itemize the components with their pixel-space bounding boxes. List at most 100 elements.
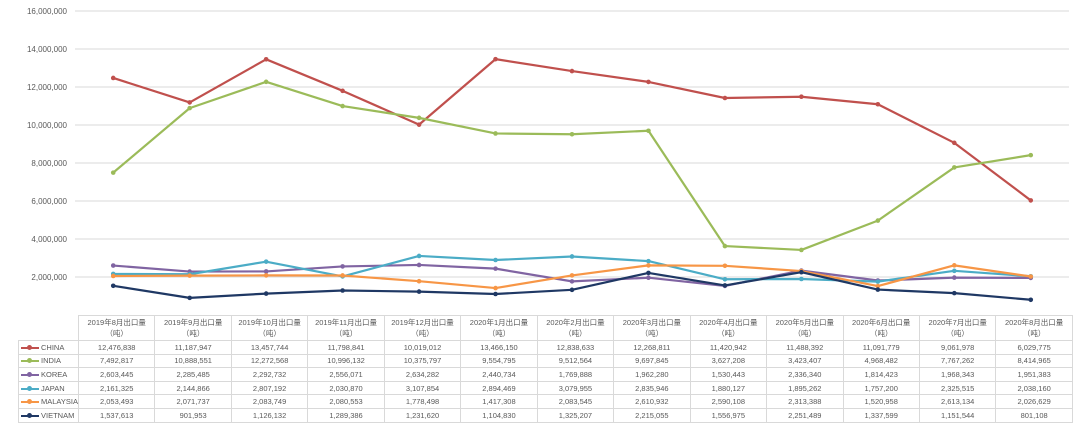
legend-key-icon: [21, 344, 39, 350]
data-label: 9,061,978: [918, 340, 997, 355]
y-tick-label: 2,000,000: [31, 273, 67, 282]
data-point-india: [875, 218, 881, 223]
data-label: 2,807,192: [230, 380, 309, 396]
data-label: 13,466,150: [460, 340, 538, 355]
data-label: 1,126,132: [230, 407, 309, 423]
data-label: 12,272,568: [230, 353, 309, 369]
category-label: 2020年3月出口量: [622, 318, 682, 327]
data-label: 9,697,845: [613, 353, 691, 369]
data-point-india: [416, 115, 422, 121]
data-point-korea: [416, 262, 422, 268]
data-point-malaysia: [952, 263, 957, 268]
data-label: 2,030,870: [307, 380, 385, 396]
series-name: INDIA: [41, 356, 62, 366]
data-label: 2,313,388: [766, 394, 844, 409]
category-label: 2020年8月出口量: [1004, 318, 1064, 327]
data-label: 12,268,811: [613, 340, 691, 355]
data-label: 2,215,055: [613, 407, 691, 423]
series-name: MALAYSIA: [41, 397, 78, 407]
data-label: 7,767,262: [918, 353, 997, 369]
table-row: VIETNAM 1,537,613 901,953 1,126,132 1,289,38…: [18, 407, 1073, 423]
data-point-korea: [952, 275, 957, 280]
category-header: 2020年3月出口量 （吨）: [613, 315, 691, 341]
y-tick-label: 14,000,000: [27, 45, 68, 54]
y-tick-label: 12,000,000: [27, 83, 68, 92]
series-line-japan: [113, 254, 1031, 283]
line-chart: - 2,000,000 4,000,000 6,000,000 8,000,000 10,…: [27, 7, 1069, 315]
data-point-japan: [263, 259, 269, 264]
y-tick-label: 8,000,000: [31, 159, 67, 168]
data-point-china: [952, 140, 957, 146]
data-point-china: [416, 122, 422, 127]
data-label: 2,894,469: [460, 380, 538, 396]
legend-key-icon: [21, 358, 39, 364]
category-label: 2020年5月出口量: [775, 318, 834, 327]
data-point-china: [493, 56, 498, 62]
unit-label: （吨）: [946, 329, 969, 338]
legend-key-icon: [21, 399, 39, 405]
data-point-japan: [569, 254, 575, 259]
data-label: 11,187,947: [154, 340, 232, 355]
unit-label: （吨）: [717, 329, 740, 338]
data-point-japan: [875, 279, 881, 284]
data-point-malaysia: [569, 273, 575, 278]
data-label: 3,423,407: [766, 353, 844, 369]
unit-label: （吨）: [640, 329, 664, 338]
data-label: 1,537,613: [77, 407, 156, 423]
data-label: 2,590,108: [689, 394, 768, 409]
data-point-india: [110, 170, 116, 175]
legend-entry: JAPAN: [18, 380, 79, 396]
data-label: 12,838,633: [536, 340, 615, 355]
category-label: 2019年8月出口量: [87, 318, 146, 327]
data-point-malaysia: [187, 273, 192, 278]
category-label: 2020年6月出口量: [852, 318, 911, 327]
category-header: 2019年11月出口量 （吨）: [307, 315, 385, 341]
category-header: 2020年5月出口量 （吨）: [766, 315, 844, 341]
data-point-china: [646, 79, 651, 85]
data-label: 1,520,958: [842, 394, 920, 409]
data-label: 3,107,854: [383, 380, 462, 396]
data-label: 1,968,343: [918, 367, 997, 382]
data-label: 1,151,544: [918, 407, 997, 423]
data-point-vietnam: [722, 283, 728, 288]
data-point-malaysia: [110, 273, 116, 279]
data-point-india: [340, 103, 345, 109]
data-point-malaysia: [646, 263, 651, 268]
data-point-malaysia: [1028, 274, 1034, 279]
data-point-japan: [493, 257, 498, 263]
data-label: 11,420,942: [689, 340, 768, 355]
data-point-china: [875, 101, 881, 107]
data-label: 1,104,830: [460, 407, 538, 423]
table-row: KOREA 2,603,445 2,285,485 2,292,732 2,556,07…: [18, 367, 1073, 382]
legend-entry: INDIA: [18, 353, 79, 369]
data-point-vietnam: [187, 295, 192, 301]
data-point-korea: [340, 264, 345, 269]
data-label: 7,492,817: [77, 353, 156, 369]
data-label: 1,962,280: [613, 367, 691, 382]
data-label: 11,798,841: [307, 340, 385, 355]
data-label: 2,161,325: [77, 380, 156, 396]
data-point-china: [799, 94, 804, 100]
data-label: 2,556,071: [307, 367, 385, 382]
table-row: MALAYSIA 2,053,493 2,071,737 2,083,749 2,080…: [18, 394, 1073, 409]
data-label: 4,968,482: [842, 353, 920, 369]
data-point-japan: [722, 276, 728, 282]
data-label: 2,251,489: [766, 407, 844, 423]
category-label: 2020年4月出口量: [699, 318, 758, 327]
table-row: INDIA 7,492,817 10,888,551 12,272,568 10,996…: [18, 353, 1073, 369]
unit-label: （吨）: [334, 329, 358, 338]
data-point-japan: [799, 276, 804, 282]
category-label: 2020年2月出口量: [546, 318, 605, 327]
data-point-vietnam: [340, 288, 345, 293]
data-label: 1,814,423: [842, 367, 920, 382]
data-label: 1,769,888: [536, 367, 615, 382]
data-point-vietnam: [263, 291, 269, 296]
data-point-korea: [569, 279, 575, 284]
series-line-india: [112, 80, 1031, 252]
series-name: CHINA: [41, 342, 65, 352]
data-label: 9,554,795: [460, 353, 538, 369]
data-label: 10,019,012: [383, 340, 462, 355]
category-label: 2019年10月出口量: [238, 318, 301, 327]
data-label: 8,414,965: [995, 353, 1073, 369]
data-label: 2,083,545: [536, 394, 615, 409]
